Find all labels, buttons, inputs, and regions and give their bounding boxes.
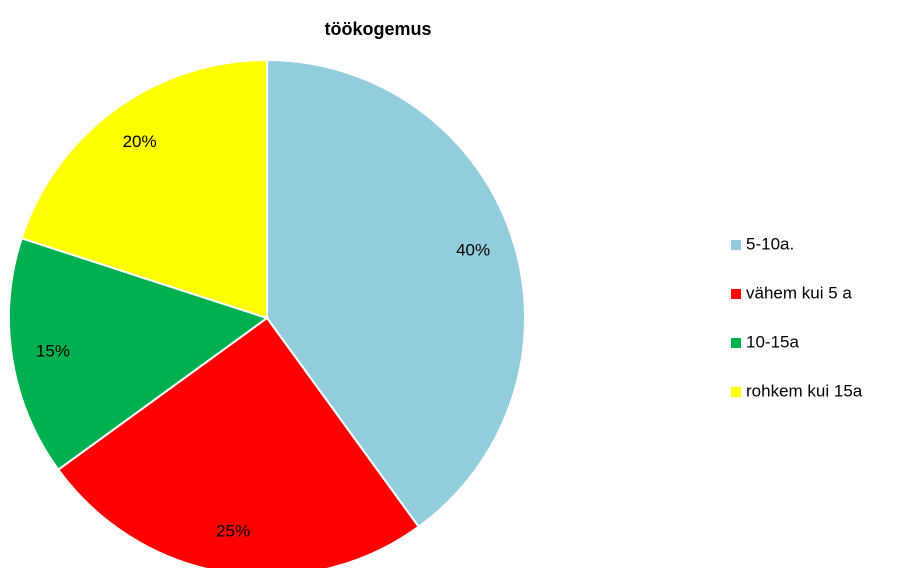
pie-slice	[266, 58, 526, 529]
legend-label: vähem kui 5 a	[746, 283, 852, 302]
legend-swatch	[731, 289, 741, 299]
legend-swatch	[731, 338, 741, 348]
pie-slice	[20, 58, 268, 320]
legend-swatch	[731, 387, 741, 397]
data-label: 25%	[216, 522, 250, 541]
data-label: 15%	[36, 341, 70, 360]
data-label: 20%	[123, 132, 157, 151]
legend-label: rohkem kui 15a	[746, 381, 863, 400]
legend-label: 10-15a	[746, 332, 799, 351]
pie-slice	[8, 237, 270, 472]
legend-label: 5-10a.	[746, 234, 794, 253]
pie-slice	[56, 316, 421, 568]
chart-title: töökogemus	[324, 19, 431, 39]
legend-swatch	[731, 240, 741, 250]
data-label: 40%	[456, 241, 490, 260]
